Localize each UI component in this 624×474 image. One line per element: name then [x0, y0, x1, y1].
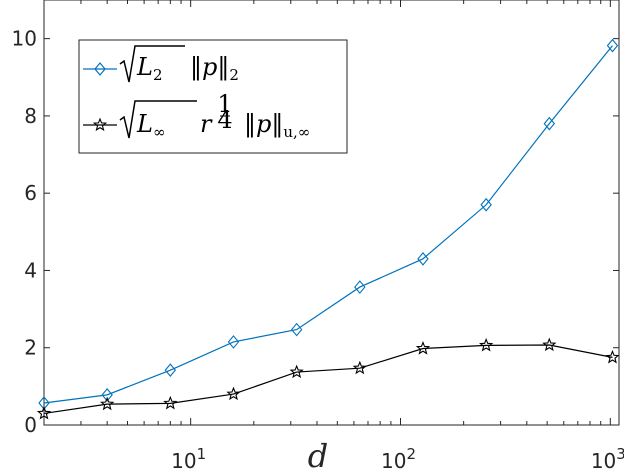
legend-text-1: L2 ‖p‖2 — [136, 53, 239, 86]
legend-2-norm-sub: u,∞ — [283, 123, 310, 141]
series-1 — [38, 38, 619, 410]
legend-marker-2 — [92, 117, 108, 132]
legend-2-r: r — [200, 110, 213, 138]
data-point-1 — [417, 252, 429, 266]
data-point-1 — [543, 116, 556, 131]
plot-area-frame — [43, 0, 620, 426]
y-axis-ticks: 0 2 4 6 8 10 — [12, 27, 619, 437]
data-point-1 — [290, 322, 303, 337]
data-point-2 — [289, 364, 304, 379]
y-tick-label: 4 — [24, 258, 37, 282]
legend-sqrt-2 — [119, 100, 197, 139]
y-tick-label: 10 — [12, 27, 37, 51]
legend: L2 ‖p‖2 L∞ r ‖p‖u,∞ 1 4 — [78, 39, 348, 154]
data-point-2 — [226, 386, 241, 401]
data-point-1 — [227, 335, 240, 349]
legend-entry-1: L2 ‖p‖2 — [83, 45, 239, 86]
x-tick-label: 102 — [381, 445, 416, 473]
data-point-2 — [36, 405, 52, 420]
data-point-2 — [100, 396, 115, 411]
data-point-1 — [480, 197, 492, 212]
legend-1-norm-var: p — [202, 53, 217, 81]
series-line-1 — [43, 45, 613, 404]
legend-2-sqrt-arg: L — [136, 110, 153, 138]
legend-marker-1 — [94, 62, 106, 76]
series-line-2 — [43, 344, 613, 415]
x-tick-base: 10 — [591, 449, 616, 473]
data-point-1 — [101, 388, 113, 402]
legend-box — [78, 39, 348, 154]
x-axis-label: d — [308, 437, 328, 474]
legend-1-sqrt-sub: 2 — [153, 66, 163, 84]
legend-1-norm-sub: 2 — [229, 66, 239, 84]
legend-2-exp-den: 4 — [217, 106, 232, 134]
data-point-1 — [38, 396, 50, 410]
legend-2-exp-num: 1 — [217, 90, 232, 118]
data-point-1 — [606, 38, 619, 53]
x-tick-exponent: 2 — [406, 445, 416, 463]
data-point-1 — [354, 280, 366, 294]
legend-2-norm-var: p — [256, 110, 271, 138]
data-point-2 — [163, 395, 178, 410]
legend-1-sqrt-arg: L — [136, 53, 153, 81]
x-axis-ticks: 101 102 103 — [43, 0, 624, 473]
legend-2-sqrt-sub: ∞ — [153, 123, 166, 141]
x-tick-base: 10 — [171, 449, 196, 473]
x-tick-exponent: 1 — [197, 445, 207, 463]
data-point-2 — [479, 337, 494, 352]
x-tick-label: 101 — [171, 445, 206, 473]
legend-text-2: L∞ r ‖p‖u,∞ — [136, 110, 310, 143]
data-point-1 — [164, 363, 177, 377]
y-tick-label: 2 — [24, 336, 37, 360]
x-tick-base: 10 — [381, 449, 406, 473]
x-tick-exponent: 3 — [616, 445, 624, 463]
data-point-2 — [415, 340, 431, 355]
y-tick-label: 0 — [24, 413, 37, 437]
legend-entry-2: L∞ r ‖p‖u,∞ 1 4 — [83, 90, 310, 143]
series-layer — [36, 38, 620, 420]
data-point-2 — [605, 349, 620, 364]
series-2 — [36, 337, 620, 420]
data-point-2 — [352, 360, 367, 375]
legend-sqrt-1 — [119, 45, 185, 83]
y-tick-label: 8 — [24, 104, 37, 128]
data-point-2 — [542, 337, 557, 352]
x-tick-label: 103 — [591, 445, 624, 473]
y-tick-label: 6 — [24, 181, 37, 205]
